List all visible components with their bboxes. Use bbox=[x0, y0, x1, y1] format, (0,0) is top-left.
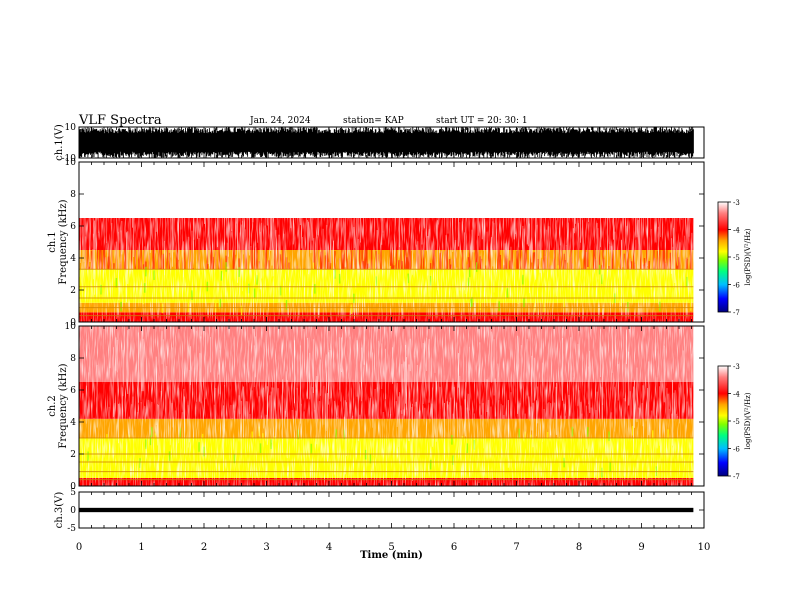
x-axis-label: Time (min) bbox=[360, 550, 423, 561]
ch2-spectrogram-axes: 0 2 4 6 8 10 ch.2 Frequency (kHz) bbox=[47, 322, 705, 492]
ch2-colorbar-scale bbox=[717, 365, 729, 477]
ch3-waveform-ytick-label: -5 bbox=[67, 524, 76, 534]
xtick-label: 2 bbox=[201, 542, 207, 553]
ch3-waveform-trace bbox=[79, 507, 694, 513]
ch1-colorbar-tick: -7 bbox=[733, 309, 740, 317]
ch3-waveform-axes: -5 0 5 ch.3(V) bbox=[54, 488, 705, 534]
ch1-spectrogram-axes: 0 2 4 6 8 10 ch.1 Frequency (kHz) bbox=[47, 158, 705, 328]
ch2-spectrogram-ylabel: Frequency (kHz) bbox=[58, 363, 69, 448]
ch1-spectrogram-ytick-label: 8 bbox=[70, 190, 76, 200]
ch2-colorbar: -7 -6 -5 -4 -3 log(PSD)(V²/Hz) bbox=[717, 363, 752, 481]
ch2-colorbar-tick: -3 bbox=[733, 363, 740, 371]
ch2-spectrogram-ytick-label: 0 bbox=[70, 482, 76, 492]
station-label: station= KAP bbox=[343, 116, 404, 126]
xtick-label: 8 bbox=[576, 542, 582, 553]
ch2-colorbar-tick: -6 bbox=[733, 446, 740, 454]
ch1-colorbar-tick: -6 bbox=[733, 282, 740, 290]
date-label: Jan. 24, 2024 bbox=[250, 116, 311, 126]
xtick-label: 9 bbox=[638, 542, 644, 553]
ch1-waveform-ytick-label: 10 bbox=[65, 123, 77, 133]
ch1-spectrogram-ytick-label: 10 bbox=[65, 158, 77, 168]
ch2-spectrogram-ytick-label: 2 bbox=[70, 450, 76, 460]
figure-title: VLF Spectra bbox=[79, 113, 162, 128]
ch2-spectrogram-ytick-label: 10 bbox=[65, 322, 77, 332]
xtick-label: 3 bbox=[263, 542, 269, 553]
ch1-waveform-trace bbox=[78, 127, 694, 158]
ch2-colorbar-label: log(PSD)(V²/Hz) bbox=[744, 392, 752, 449]
xtick-label: 1 bbox=[138, 542, 144, 553]
ch1-colorbar: -7 -6 -5 -4 -3 log(PSD)(V²/Hz) bbox=[717, 199, 752, 317]
ch2-spectrogram-ytick-label: 6 bbox=[70, 386, 76, 396]
ch2-colorbar-tick: -5 bbox=[733, 418, 740, 426]
ch2-spectrogram-heatmap bbox=[79, 326, 694, 486]
ch2-spectrogram-noise-overlay bbox=[79, 326, 694, 486]
ch1-spectrogram-ylabel: ch.1 bbox=[47, 231, 58, 253]
ch2-spectrogram-ytick-label: 8 bbox=[70, 354, 76, 364]
ch1-colorbar-label: log(PSD)(V²/Hz) bbox=[744, 228, 752, 285]
xtick-label: 6 bbox=[451, 542, 457, 553]
ch1-colorbar-tick: -4 bbox=[733, 227, 740, 235]
ch1-spectrogram-ytick-label: 4 bbox=[70, 254, 76, 264]
xtick-label: 4 bbox=[326, 542, 332, 553]
ch3-waveform-ylabel: ch.3(V) bbox=[54, 492, 65, 529]
ch1-spectrogram-ytick-label: 0 bbox=[70, 318, 76, 328]
ch1-spectrogram-ytick-label: 2 bbox=[70, 286, 76, 296]
ch1-spectrogram-noise-overlay bbox=[79, 162, 694, 322]
ch1-spectrogram-ytick-label: 6 bbox=[70, 222, 76, 232]
ch1-waveform-ytick-label: -10 bbox=[62, 154, 77, 164]
ch2-spectrogram-ytick-label: 4 bbox=[70, 418, 76, 428]
xtick-label: 5 bbox=[388, 542, 394, 553]
ch1-colorbar-tick: -5 bbox=[733, 254, 740, 262]
ch2-colorbar-tick: -4 bbox=[733, 391, 740, 399]
ch1-colorbar-tick: -3 bbox=[733, 199, 740, 207]
ch2-spectrogram-ylabel: ch.2 bbox=[47, 395, 58, 417]
ch3-waveform-ytick-label: 5 bbox=[70, 488, 76, 498]
ch1-waveform-ylabel: ch.1(V) bbox=[54, 124, 65, 161]
xtick-label: 10 bbox=[698, 542, 711, 553]
xtick-label: 0 bbox=[76, 542, 82, 553]
ch3-waveform-ytick-label: 0 bbox=[70, 506, 76, 516]
xtick-label: 7 bbox=[513, 542, 519, 553]
ch1-spectrogram-heatmap bbox=[79, 162, 694, 322]
ch1-colorbar-scale bbox=[717, 201, 729, 313]
ch2-colorbar-tick: -7 bbox=[733, 473, 740, 481]
start-time-label: start UT = 20: 30: 1 bbox=[436, 116, 528, 126]
ch1-waveform-line bbox=[78, 127, 694, 158]
ch1-spectrogram-ylabel: Frequency (kHz) bbox=[58, 199, 69, 284]
